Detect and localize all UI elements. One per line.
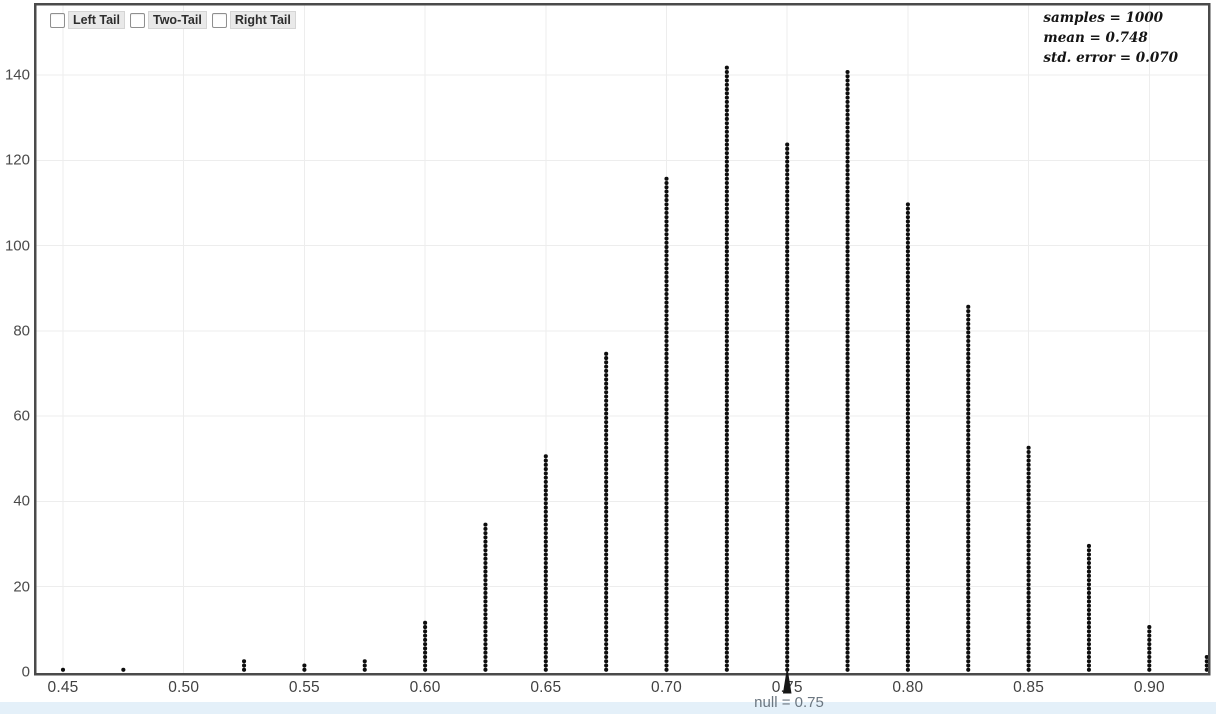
stats-panel: samples = 1000 mean = 0.748 std. error =… [1043, 8, 1178, 68]
bottom-strip [0, 702, 1216, 714]
dot-column [724, 65, 729, 672]
x-tick-label: 0.50 [168, 679, 200, 696]
y-tick-label: 80 [13, 322, 30, 340]
y-tick-label: 140 [4, 66, 30, 84]
y-tick-label: 100 [4, 237, 30, 255]
dot-column [423, 620, 428, 672]
dot-column [1086, 543, 1091, 672]
dot-column [1204, 654, 1209, 672]
dot-column [121, 667, 126, 672]
dot-column [966, 304, 971, 672]
dot-column [1026, 445, 1031, 672]
dot-column [1147, 625, 1152, 672]
dot-column [604, 351, 609, 672]
x-tick-label: 0.90 [1133, 679, 1165, 696]
null-marker-arrow [782, 666, 792, 694]
dot-column [242, 659, 247, 672]
y-tick-label: 40 [13, 492, 30, 510]
dot-column [785, 142, 790, 672]
right-tail-checkbox[interactable] [211, 12, 227, 28]
y-tick-label: 0 [21, 663, 30, 681]
y-tick-label: 60 [13, 407, 30, 425]
dot-column [664, 176, 669, 672]
right-tail-control[interactable]: Right Tail [211, 11, 296, 29]
two-tail-control[interactable]: Two-Tail [130, 11, 207, 29]
dot-column [845, 69, 850, 672]
right-tail-label[interactable]: Right Tail [229, 11, 296, 29]
y-tick-label: 120 [4, 151, 30, 169]
tail-controls: Left Tail Two-Tail Right Tail [50, 11, 296, 29]
y-tick-label: 20 [13, 578, 30, 596]
x-tick-label: 0.80 [892, 679, 924, 696]
dot-column [905, 202, 910, 672]
samples-stat: samples = 1000 [1043, 10, 1164, 26]
x-tick-label: 0.60 [409, 679, 441, 696]
x-tick-label: 0.55 [288, 679, 320, 696]
x-tick-label: 0.45 [47, 679, 79, 696]
dot-column [362, 659, 367, 672]
two-tail-checkbox[interactable] [130, 12, 145, 28]
stderr-stat: std. error = 0.070 [1043, 50, 1178, 66]
left-tail-label[interactable]: Left Tail [68, 11, 125, 29]
left-tail-control[interactable]: Left Tail [50, 11, 125, 29]
x-tick-label: 0.65 [530, 679, 562, 696]
dot-column [543, 454, 548, 672]
null-value-label: null = 0.75 [754, 694, 824, 711]
mean-stat: mean = 0.748 [1043, 30, 1148, 46]
left-tail-checkbox[interactable] [50, 12, 65, 28]
x-tick-label: 0.70 [651, 679, 682, 696]
dot-column [483, 522, 488, 672]
two-tail-label[interactable]: Two-Tail [148, 11, 207, 29]
x-tick-label: 0.85 [1013, 679, 1045, 696]
dot-column [60, 667, 66, 672]
dot-column [302, 663, 307, 672]
